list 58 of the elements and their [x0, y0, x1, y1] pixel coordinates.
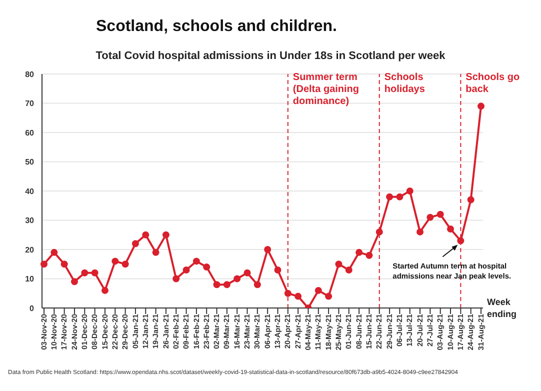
point: [416, 228, 424, 236]
point: [274, 266, 282, 274]
point: [203, 264, 210, 271]
point: [152, 248, 160, 256]
point: [91, 269, 98, 276]
point: [436, 210, 444, 218]
point: [112, 258, 119, 265]
point: [142, 231, 150, 238]
point: [213, 281, 220, 288]
chart-subtitle: Total Covid hospital admissions in Under 18s in Scotland per week: [94, 50, 446, 62]
point: [314, 286, 322, 294]
point: [192, 258, 200, 265]
y-tick-label: 60: [25, 128, 35, 138]
y-tick-label: 70: [25, 99, 35, 108]
point: [254, 281, 261, 288]
point: [376, 228, 383, 236]
point: [182, 266, 190, 274]
point: [172, 275, 180, 282]
point: [234, 275, 241, 282]
point: [345, 266, 352, 274]
point: [70, 278, 78, 286]
ref-line-label: Schools holidays: [384, 72, 426, 95]
ref-line-label: Schools go back: [466, 72, 520, 95]
point: [101, 286, 108, 294]
point: [50, 248, 58, 256]
point: [447, 226, 454, 233]
point: [60, 260, 68, 268]
y-tick-label: 50: [25, 158, 35, 167]
point: [294, 292, 302, 300]
point: [426, 214, 434, 221]
point: [325, 292, 332, 300]
point: [122, 260, 129, 268]
point: [406, 188, 414, 194]
point: [244, 269, 251, 276]
x-axis-title: Week ending: [487, 296, 518, 320]
point: [264, 246, 272, 253]
point: [132, 240, 139, 248]
point: [284, 290, 292, 297]
point: [356, 248, 363, 256]
point: [162, 231, 170, 238]
point: [386, 193, 394, 200]
point: [457, 237, 464, 244]
y-tick-label: 20: [25, 245, 35, 254]
chart-title: Scotland, schools and children.: [96, 18, 337, 36]
point: [40, 260, 48, 268]
point: [467, 196, 474, 204]
ref-line-label: Summer term (Delta gaining dominance): [292, 72, 360, 107]
y-tick-label: 0: [30, 304, 35, 313]
point: [335, 260, 342, 268]
y-tick-label: 30: [25, 216, 35, 226]
y-tick-label: 80: [25, 70, 35, 79]
point: [396, 193, 404, 200]
point: [81, 269, 88, 276]
point: [478, 102, 484, 110]
point: [366, 252, 373, 259]
y-tick-label: 40: [25, 186, 35, 196]
y-tick-label: 10: [25, 274, 35, 284]
point: [223, 281, 230, 288]
